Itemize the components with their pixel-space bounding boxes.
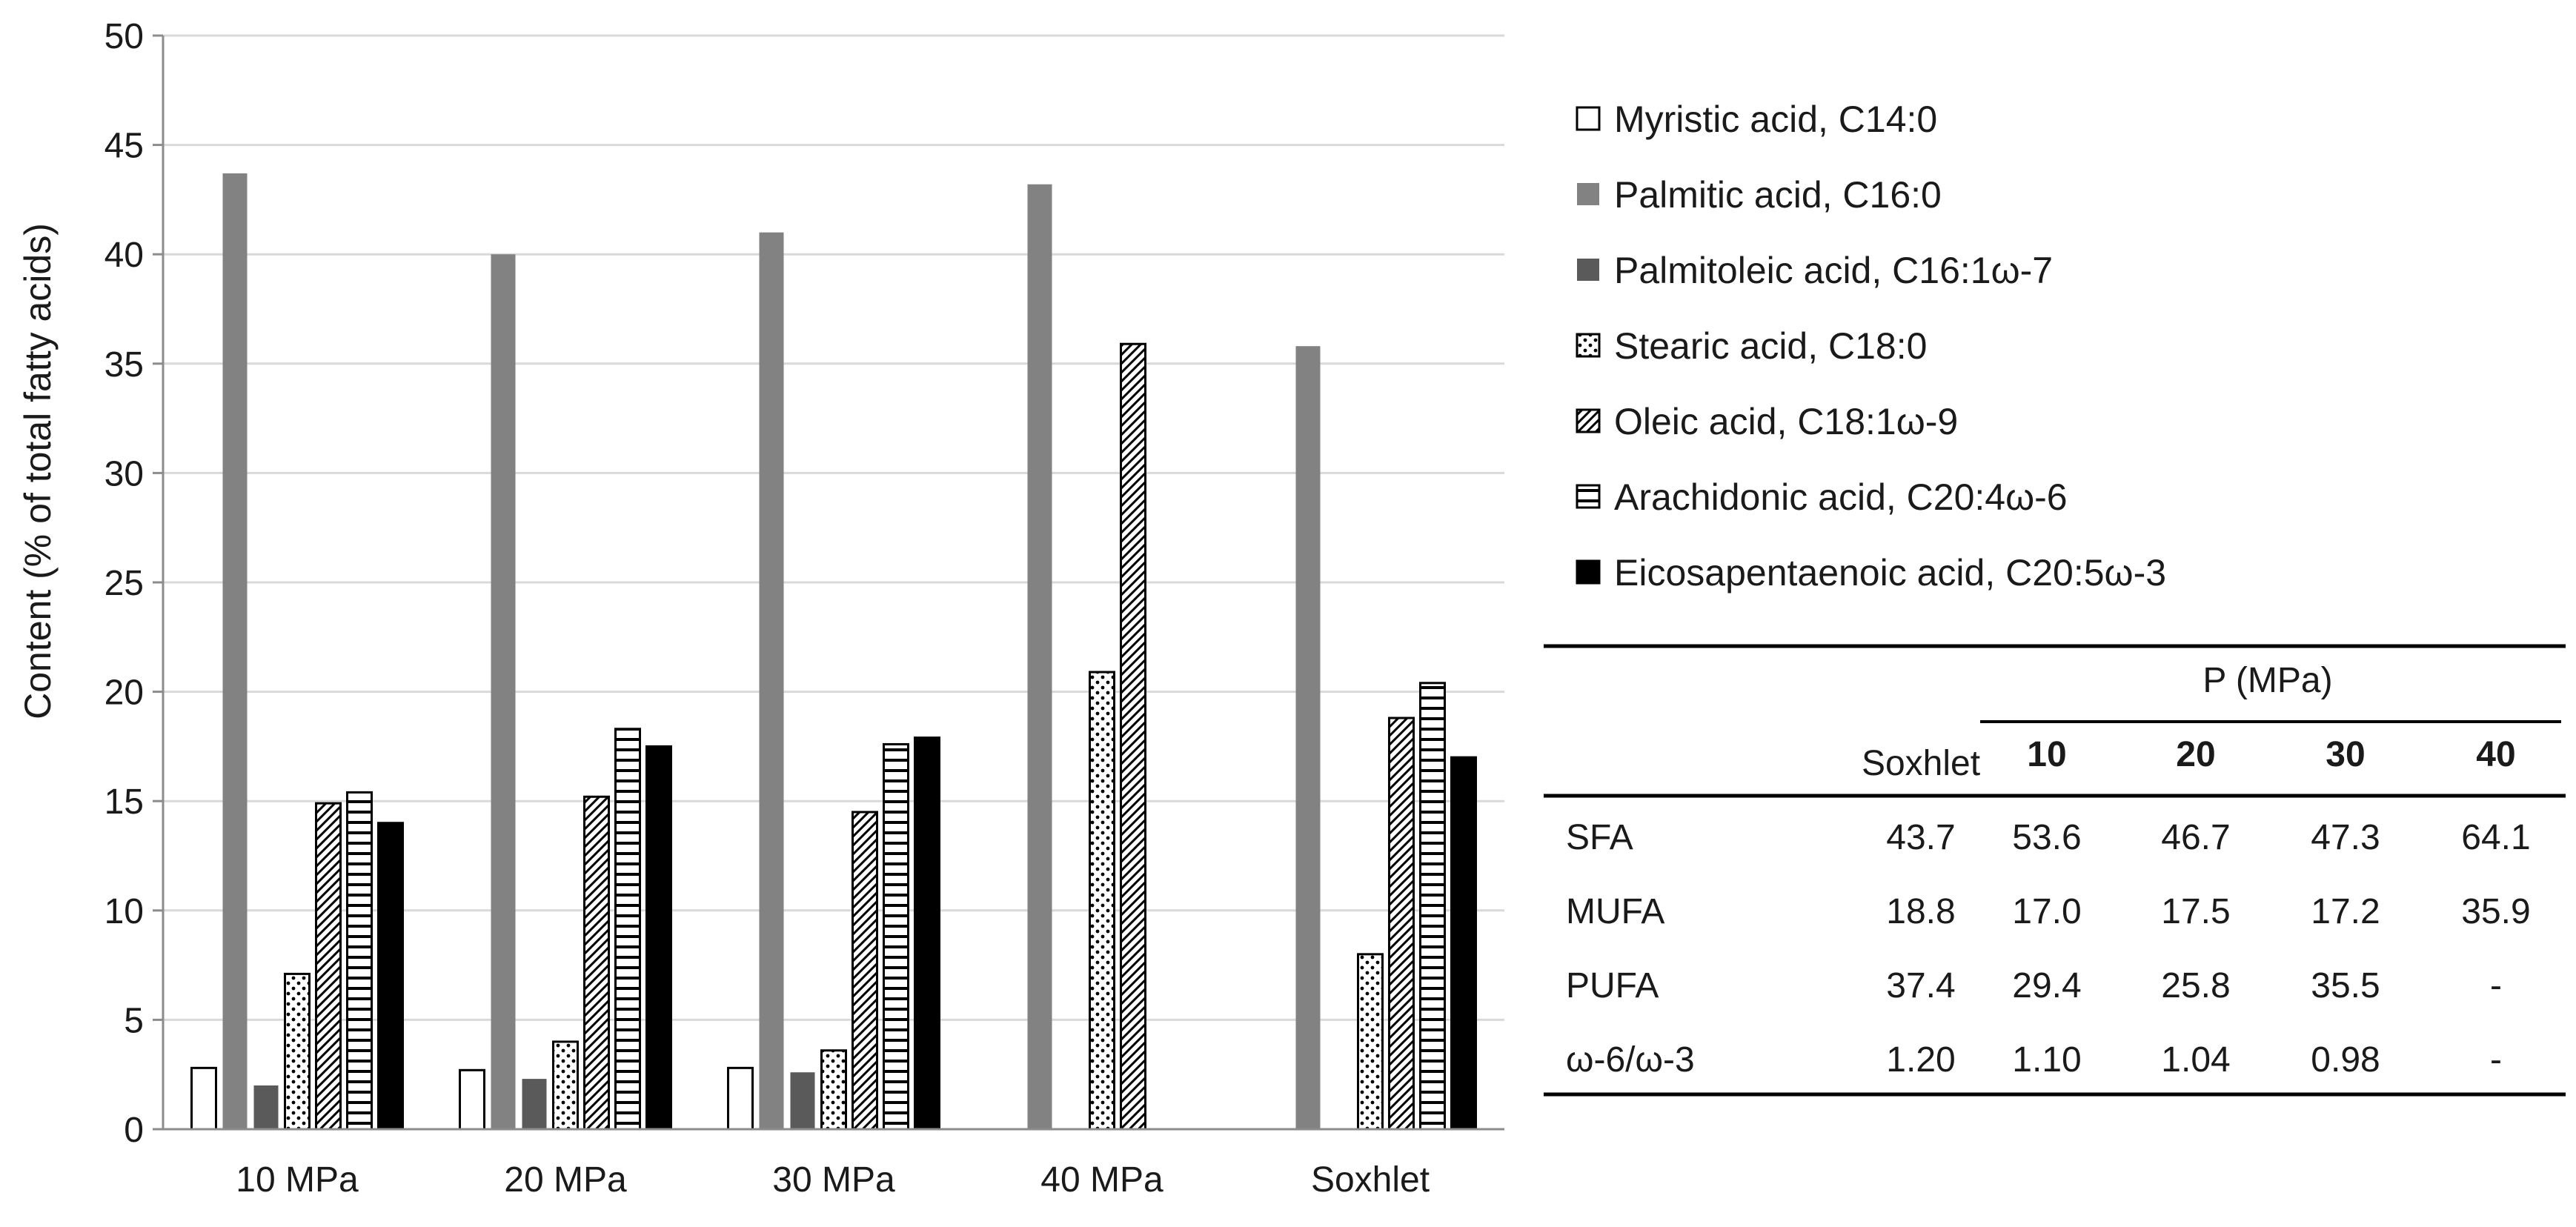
bar [222,173,248,1130]
table-cell: 35.9 [2461,892,2530,931]
x-tick-label: 30 MPa [772,1160,895,1200]
table-cell: 46.7 [2161,818,2230,857]
bar [346,791,373,1131]
legend-label: Oleic acid, C18:1ω-9 [1614,401,1958,442]
table-cell: 1.04 [2161,1040,2230,1080]
table-cell: 47.3 [2311,818,2380,857]
x-tick-label: 20 MPa [504,1160,627,1200]
bar [284,972,311,1131]
table-cell: 37.4 [1886,966,1955,1005]
y-tick-label: 25 [104,564,144,603]
bar [1450,756,1477,1131]
x-tick-label: 10 MPa [236,1160,359,1200]
table-row-label: PUFA [1566,966,1659,1005]
bar [852,811,878,1131]
bar [1419,682,1446,1131]
bar [1089,671,1115,1131]
legend-swatch [1576,106,1601,131]
table-cell: 29.4 [2012,966,2081,1005]
bar [315,802,342,1131]
table-column-header: 20 [2176,735,2215,774]
y-axis-title: Content (% of total fatty acids) [17,223,59,719]
table-cell: 17.5 [2161,892,2230,931]
bar [522,1079,547,1129]
x-axis-ticks: 10 MPa 20 MPa 30 MPa 40 MPa Soxhlet [236,1160,1430,1200]
bar [614,728,641,1131]
bar [190,1066,217,1131]
x-tick-label: Soxhlet [1311,1160,1430,1200]
table-column-header: 40 [2476,735,2515,774]
legend-label: Arachidonic acid, C20:4ω-6 [1614,476,2068,518]
legend-swatch [1576,559,1601,585]
table-cell: 25.8 [2161,966,2230,1005]
x-tick-label: 40 MPa [1040,1160,1163,1200]
table-cell: 35.5 [2311,966,2380,1005]
bar [459,1068,485,1131]
table-cell: 0.98 [2311,1040,2380,1080]
bar [790,1072,815,1129]
summary-table: P (MPa) Soxhlet 10 20 30 40 SFA 43.7 53.6 46.7 47.… [1544,644,2566,1097]
bar [1027,184,1052,1130]
table-cell: 17.0 [2012,892,2081,931]
bar [820,1049,847,1131]
y-tick-label: 5 [124,1001,144,1040]
bar [883,742,909,1131]
table-cell: 43.7 [1886,818,1955,857]
bar [1295,346,1321,1130]
legend-label: Eicosapentaenoic acid, C20:5ω-3 [1614,552,2166,593]
bar [377,822,404,1131]
bar [253,1085,279,1129]
table-cell: 18.8 [1886,892,1955,931]
bar [1120,342,1146,1131]
table-cell: 1.10 [2012,1040,2081,1080]
legend: Myristic acid, C14:0 Palmitic acid, C16:0… [1576,99,2166,593]
table-cell: 53.6 [2012,818,2081,857]
axes [162,36,1504,1131]
table-cell: 17.2 [2311,892,2380,931]
legend-swatch [1577,183,1599,205]
table-cell: - [2490,1040,2502,1080]
table-column-header: 10 [2027,735,2066,774]
legend-swatch [1576,484,1601,509]
legend-label: Palmitic acid, C16:0 [1614,174,1942,216]
table-cell: - [2490,966,2502,1005]
table-row-label: ω-6/ω-3 [1566,1040,1695,1080]
bars [190,173,1477,1131]
legend-swatch [1577,259,1599,281]
y-tick-label: 10 [104,892,144,931]
table-row-label: MUFA [1566,892,1664,931]
bar [1388,716,1415,1131]
table-column-header: Soxhlet [1862,744,1980,783]
table-cell: 1.20 [1886,1040,1955,1080]
bar [491,254,516,1130]
table-column-header: 30 [2326,735,2365,774]
bar [583,795,610,1131]
table-group-header: P (MPa) [2202,661,2332,700]
bar [914,736,940,1131]
legend-label: Palmitoleic acid, C16:1ω-7 [1614,250,2053,291]
bar [727,1066,754,1131]
bar [1357,953,1384,1131]
y-tick-label: 30 [104,454,144,493]
table-cell: 64.1 [2461,818,2530,857]
y-tick-label: 15 [104,782,144,822]
y-tick-label: 45 [104,127,144,166]
legend-label: Myristic acid, C14:0 [1614,99,1937,140]
y-tick-label: 35 [104,345,144,385]
y-tick-label: 50 [104,17,144,56]
bar [552,1040,579,1131]
y-axis-ticks: 0 5 10 15 20 25 30 35 40 45 50 [104,17,163,1150]
legend-swatch [1576,408,1601,433]
legend-swatch [1576,333,1601,358]
legend-label: Stearic acid, C18:0 [1614,325,1927,367]
y-tick-label: 20 [104,674,144,713]
y-tick-label: 0 [124,1111,144,1150]
bar [645,745,672,1131]
table-row-label: SFA [1566,818,1633,857]
y-tick-label: 40 [104,236,144,275]
bar [759,232,784,1130]
